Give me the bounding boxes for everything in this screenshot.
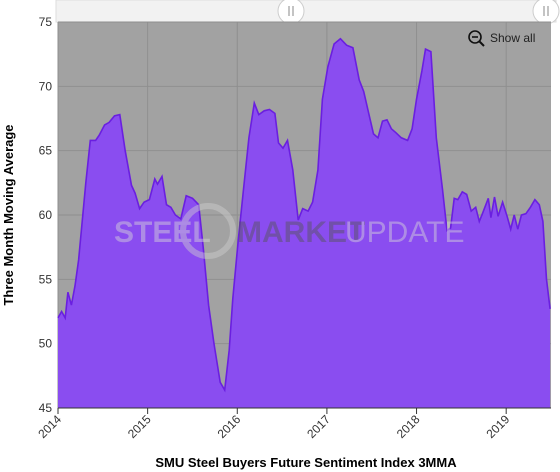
y-tick-label: 70	[39, 79, 53, 93]
range-handle-right[interactable]	[532, 0, 560, 25]
watermark-word-market: MARKET	[237, 216, 365, 249]
sentiment-series-line[interactable]	[57, 37, 551, 393]
range-handle-left[interactable]	[277, 0, 305, 25]
watermark-globe-logo	[180, 203, 236, 259]
x-tick-label: 2016	[215, 412, 244, 441]
watermark-word-update: UPDATE	[345, 216, 464, 249]
y-tick-label: 45	[39, 401, 53, 415]
x-tick-label: 2015	[125, 412, 154, 441]
show-all-button[interactable]: Show all	[468, 30, 535, 47]
x-tick-label: 2014	[35, 412, 64, 441]
range-navigator-track[interactable]	[55, 0, 557, 23]
zoom-out-icon	[468, 30, 485, 47]
x-tick-label: 2017	[304, 412, 333, 441]
watermark-word-steel: STEEL	[114, 216, 211, 249]
y-axis-title: Three Month Moving Average	[1, 124, 16, 305]
x-axis: 2014 2015 2016 2017 2018 2019	[35, 408, 513, 441]
y-tick-label: 60	[39, 208, 53, 222]
y-tick-label: 55	[39, 272, 53, 286]
y-tick-label: 50	[39, 337, 53, 351]
y-tick-label: 65	[39, 144, 53, 158]
sentiment-area-fill	[58, 38, 551, 408]
y-axis: 45 50 55 60 65 70 75	[39, 15, 53, 415]
x-tick-label: 2019	[484, 412, 513, 441]
x-axis-title: SMU Steel Buyers Future Sentiment Index …	[155, 455, 457, 470]
steel-market-update-watermark: STEEL MARKET UPDATE	[114, 203, 464, 259]
y-tick-label: 75	[39, 15, 53, 29]
x-tick-label: 2018	[394, 412, 423, 441]
show-all-label: Show all	[490, 31, 535, 45]
